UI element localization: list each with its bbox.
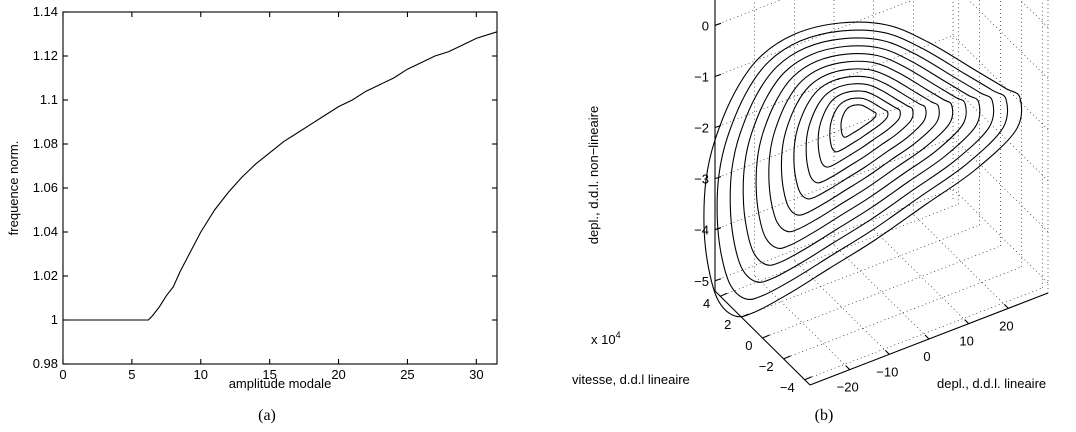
z-tick-labels: −5−4−3−2−101 bbox=[694, 18, 709, 289]
plot-frame bbox=[62, 11, 498, 365]
grid-line bbox=[968, 0, 1049, 79]
y-tick-label: 2 bbox=[724, 317, 731, 332]
y-tick-labels: −4 −2 024 bbox=[703, 296, 795, 395]
x-tick bbox=[924, 334, 930, 340]
x-tick-labels: 0 5 10 15 20 25 30 bbox=[59, 367, 483, 382]
contour-ring bbox=[742, 45, 981, 266]
y-tick bbox=[720, 292, 728, 297]
caption-b: (b) bbox=[815, 407, 834, 424]
z-tick-label: −4 bbox=[694, 223, 709, 238]
z-tick bbox=[714, 176, 722, 180]
x-axis-label: depl., d.d.l. lineaire bbox=[937, 376, 1046, 391]
y-tick-label: 4 bbox=[703, 296, 710, 311]
x-tick bbox=[845, 365, 851, 371]
x-tick-label: −10 bbox=[876, 364, 898, 379]
x-tick-label: 10 bbox=[194, 367, 208, 382]
x-tick-label: 20 bbox=[331, 367, 345, 382]
y-tick-label: 1.14 bbox=[33, 4, 58, 19]
z-tick-label: −1 bbox=[694, 69, 709, 84]
y-tick bbox=[783, 355, 791, 360]
y-tick bbox=[804, 376, 812, 381]
y-tick-label: −4 bbox=[780, 380, 795, 395]
contour-ring bbox=[840, 104, 877, 138]
grid-line bbox=[754, 275, 850, 370]
axis-lines bbox=[714, 0, 1049, 386]
y-tick-label: 1.06 bbox=[33, 180, 58, 195]
grid-line bbox=[794, 260, 890, 355]
contour-ring bbox=[703, 21, 1023, 318]
grid-line bbox=[952, 188, 1049, 283]
y-tick-label: 1 bbox=[51, 312, 58, 327]
y-axis-label: frequence norm. bbox=[6, 141, 21, 236]
y-tick-label: 1.12 bbox=[33, 48, 58, 63]
z-tick bbox=[714, 22, 722, 26]
grid-line bbox=[720, 203, 959, 297]
x-tick-label: 5 bbox=[128, 367, 135, 382]
contour-ring bbox=[755, 53, 967, 249]
x-tick-label: −20 bbox=[837, 380, 859, 395]
y-tick-label: −2 bbox=[759, 359, 774, 374]
contour-lines bbox=[703, 21, 1023, 318]
contour-ring bbox=[780, 68, 940, 216]
y-tick-label: 1.1 bbox=[40, 92, 58, 107]
z-tick bbox=[714, 278, 722, 282]
contour-ring bbox=[793, 75, 927, 200]
contour-ring bbox=[805, 83, 914, 184]
x-tick-label: 10 bbox=[959, 334, 973, 349]
x-axis-label: amplitude modale bbox=[229, 376, 332, 391]
x-tick-label: 20 bbox=[999, 318, 1013, 333]
x-tick-label: 30 bbox=[469, 367, 483, 382]
grid-line bbox=[833, 244, 930, 340]
contour-ring bbox=[716, 29, 1009, 301]
y-multiplier-label: x 104 bbox=[591, 330, 621, 347]
tick-marks bbox=[62, 11, 497, 365]
panel-a-line-chart: 0 5 10 15 20 25 30 0.98 1 1.02 1.04 1.06 1.08 1.1 1.1… bbox=[6, 4, 498, 424]
caption-a: (a) bbox=[258, 407, 276, 424]
z-tick bbox=[714, 73, 722, 77]
x-tick-label: 0 bbox=[59, 367, 66, 382]
x-tick bbox=[884, 349, 890, 355]
x-tick bbox=[964, 319, 970, 325]
y-tick-label: 1.02 bbox=[33, 268, 58, 283]
grid-line bbox=[804, 287, 1043, 381]
y-tick-label: 1.08 bbox=[33, 136, 58, 151]
x-tick-label: 15 bbox=[262, 367, 276, 382]
x-tick-labels: −20 −10 0 10 20 bbox=[837, 318, 1014, 394]
x-tick-label: 0 bbox=[923, 349, 930, 364]
grid-line bbox=[714, 137, 954, 230]
x-tick bbox=[1003, 303, 1009, 309]
contour-ring bbox=[829, 97, 889, 153]
z-axis-label: depl., d.d.l. non−lineaire bbox=[586, 106, 601, 244]
contour-ring bbox=[768, 60, 954, 233]
grid-line bbox=[714, 35, 954, 128]
y-tick-label: 0 bbox=[745, 338, 752, 353]
z-tick-label: 0 bbox=[702, 18, 709, 33]
grid-line bbox=[783, 266, 1022, 360]
contour-ring bbox=[729, 37, 995, 283]
grid-line bbox=[714, 188, 954, 282]
y-tick-labels: 0.98 1 1.02 1.04 1.06 1.08 1.1 1.12 1.14 bbox=[33, 4, 58, 371]
y-tick-label: 1.04 bbox=[33, 224, 58, 239]
grid-line bbox=[762, 245, 1001, 339]
contour-ring bbox=[817, 90, 901, 168]
series-line bbox=[63, 31, 498, 321]
y-tick bbox=[762, 334, 770, 339]
z-tick-label: −2 bbox=[694, 121, 709, 136]
y-tick-label: 0.98 bbox=[33, 356, 58, 371]
x-tick-label: 25 bbox=[400, 367, 414, 382]
z-tick-label: −5 bbox=[694, 274, 709, 289]
grid-line bbox=[873, 229, 969, 324]
y-axis-label: vitesse, d.d.l lineaire bbox=[572, 372, 690, 387]
